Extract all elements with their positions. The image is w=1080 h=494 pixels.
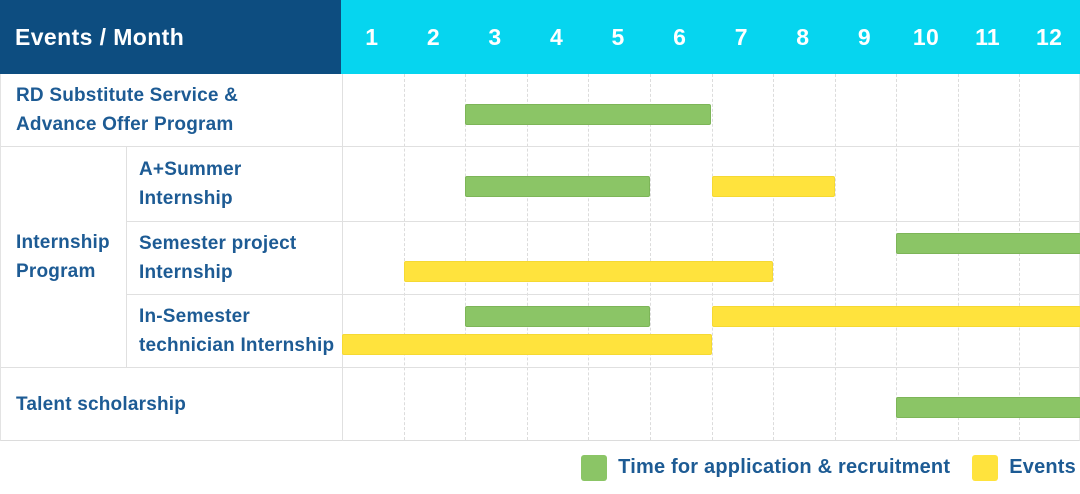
event-bar [711, 306, 1080, 327]
month-gridline [649, 74, 651, 440]
chart-row-talent-scholarship [342, 367, 1080, 441]
month-gridline [773, 74, 775, 440]
yellow-swatch-icon [972, 454, 999, 481]
event-bar [342, 334, 712, 355]
row-label-line: Internship [139, 261, 233, 283]
event-bar [403, 261, 774, 282]
month-header-8: 8 [796, 23, 810, 50]
row-label-semester-project-internship: Semester project Internship [126, 221, 341, 294]
legend: Time for application & recruitment Event… [0, 441, 1080, 494]
row-divider [1, 367, 1079, 368]
green-swatch-icon [581, 454, 608, 481]
month-header-6: 6 [673, 23, 687, 50]
application-bar [465, 104, 712, 125]
group-column-divider [126, 146, 127, 367]
row-label-line: Advance Offer Program [16, 114, 234, 135]
row-divider [126, 221, 1079, 222]
label-column-divider [342, 74, 343, 441]
chart-row-rd-substitute [342, 74, 1080, 146]
events-month-label: Events / Month [15, 23, 185, 50]
row-label-line: In-Semester [139, 305, 250, 327]
row-label-a-summer-internship: A+Summer Internship [126, 146, 341, 221]
legend-label-events: Events [1009, 456, 1076, 478]
month-header-10: 10 [912, 23, 940, 50]
row-label-line: RD Substitute Service & [16, 85, 239, 106]
month-header-12: 12 [1036, 23, 1063, 50]
table-header-title-cell: Events / Month [0, 0, 341, 74]
month-header-2: 2 [426, 23, 440, 50]
month-header-11: 11 [975, 23, 1001, 50]
month-header-7: 7 [734, 23, 748, 50]
application-bar [896, 397, 1080, 418]
row-divider [1, 146, 1079, 147]
chart-row-in-semester-technician [342, 294, 1080, 367]
application-bar [465, 176, 650, 197]
row-divider [126, 294, 1079, 295]
month-header-3: 3 [488, 23, 502, 50]
month-gridline [526, 74, 528, 440]
group-label-line: Program [16, 260, 96, 282]
month-gridlines [342, 74, 1080, 440]
chart-row-a-summer [342, 146, 1080, 221]
month-gridline [588, 74, 590, 440]
month-gridline [403, 74, 405, 440]
chart-row-semester-project [342, 221, 1080, 294]
month-header-5: 5 [611, 23, 625, 50]
month-header-row: 1 2 3 4 5 6 7 8 9 10 11 12 [341, 0, 1080, 74]
month-gridline [896, 74, 898, 440]
row-label-line: Internship [139, 187, 233, 209]
group-label-internship-program: Internship Program [1, 146, 126, 367]
application-bar [465, 306, 650, 327]
application-bar [896, 233, 1080, 254]
row-label-line: Talent scholarship [16, 393, 187, 415]
row-label-rd-substitute-service: RD Substitute Service & Advance Offer Pr… [1, 74, 341, 146]
month-header-1: 1 [365, 23, 379, 50]
table-body: RD Substitute Service & Advance Offer Pr… [0, 74, 1080, 441]
month-gridline [711, 74, 713, 440]
month-gridline [465, 74, 467, 440]
legend-item-events: Events [972, 454, 1076, 481]
month-header-4: 4 [549, 23, 564, 50]
row-label-line: technician Internship [139, 334, 335, 356]
month-gridline [1019, 74, 1021, 440]
legend-label-application: Time for application & recruitment [618, 456, 951, 478]
group-label-line: Internship [16, 231, 110, 253]
month-gridline [957, 74, 959, 440]
row-label-in-semester-technician-internship: In-Semester technician Internship [126, 294, 341, 367]
event-bar [711, 176, 835, 197]
month-gridline [834, 74, 836, 440]
legend-item-application: Time for application & recruitment [581, 454, 951, 481]
month-header-9: 9 [857, 23, 871, 50]
row-label-line: A+Summer [139, 158, 242, 180]
row-label-line: Semester project [139, 232, 297, 254]
row-label-talent-scholarship: Talent scholarship [1, 367, 341, 441]
